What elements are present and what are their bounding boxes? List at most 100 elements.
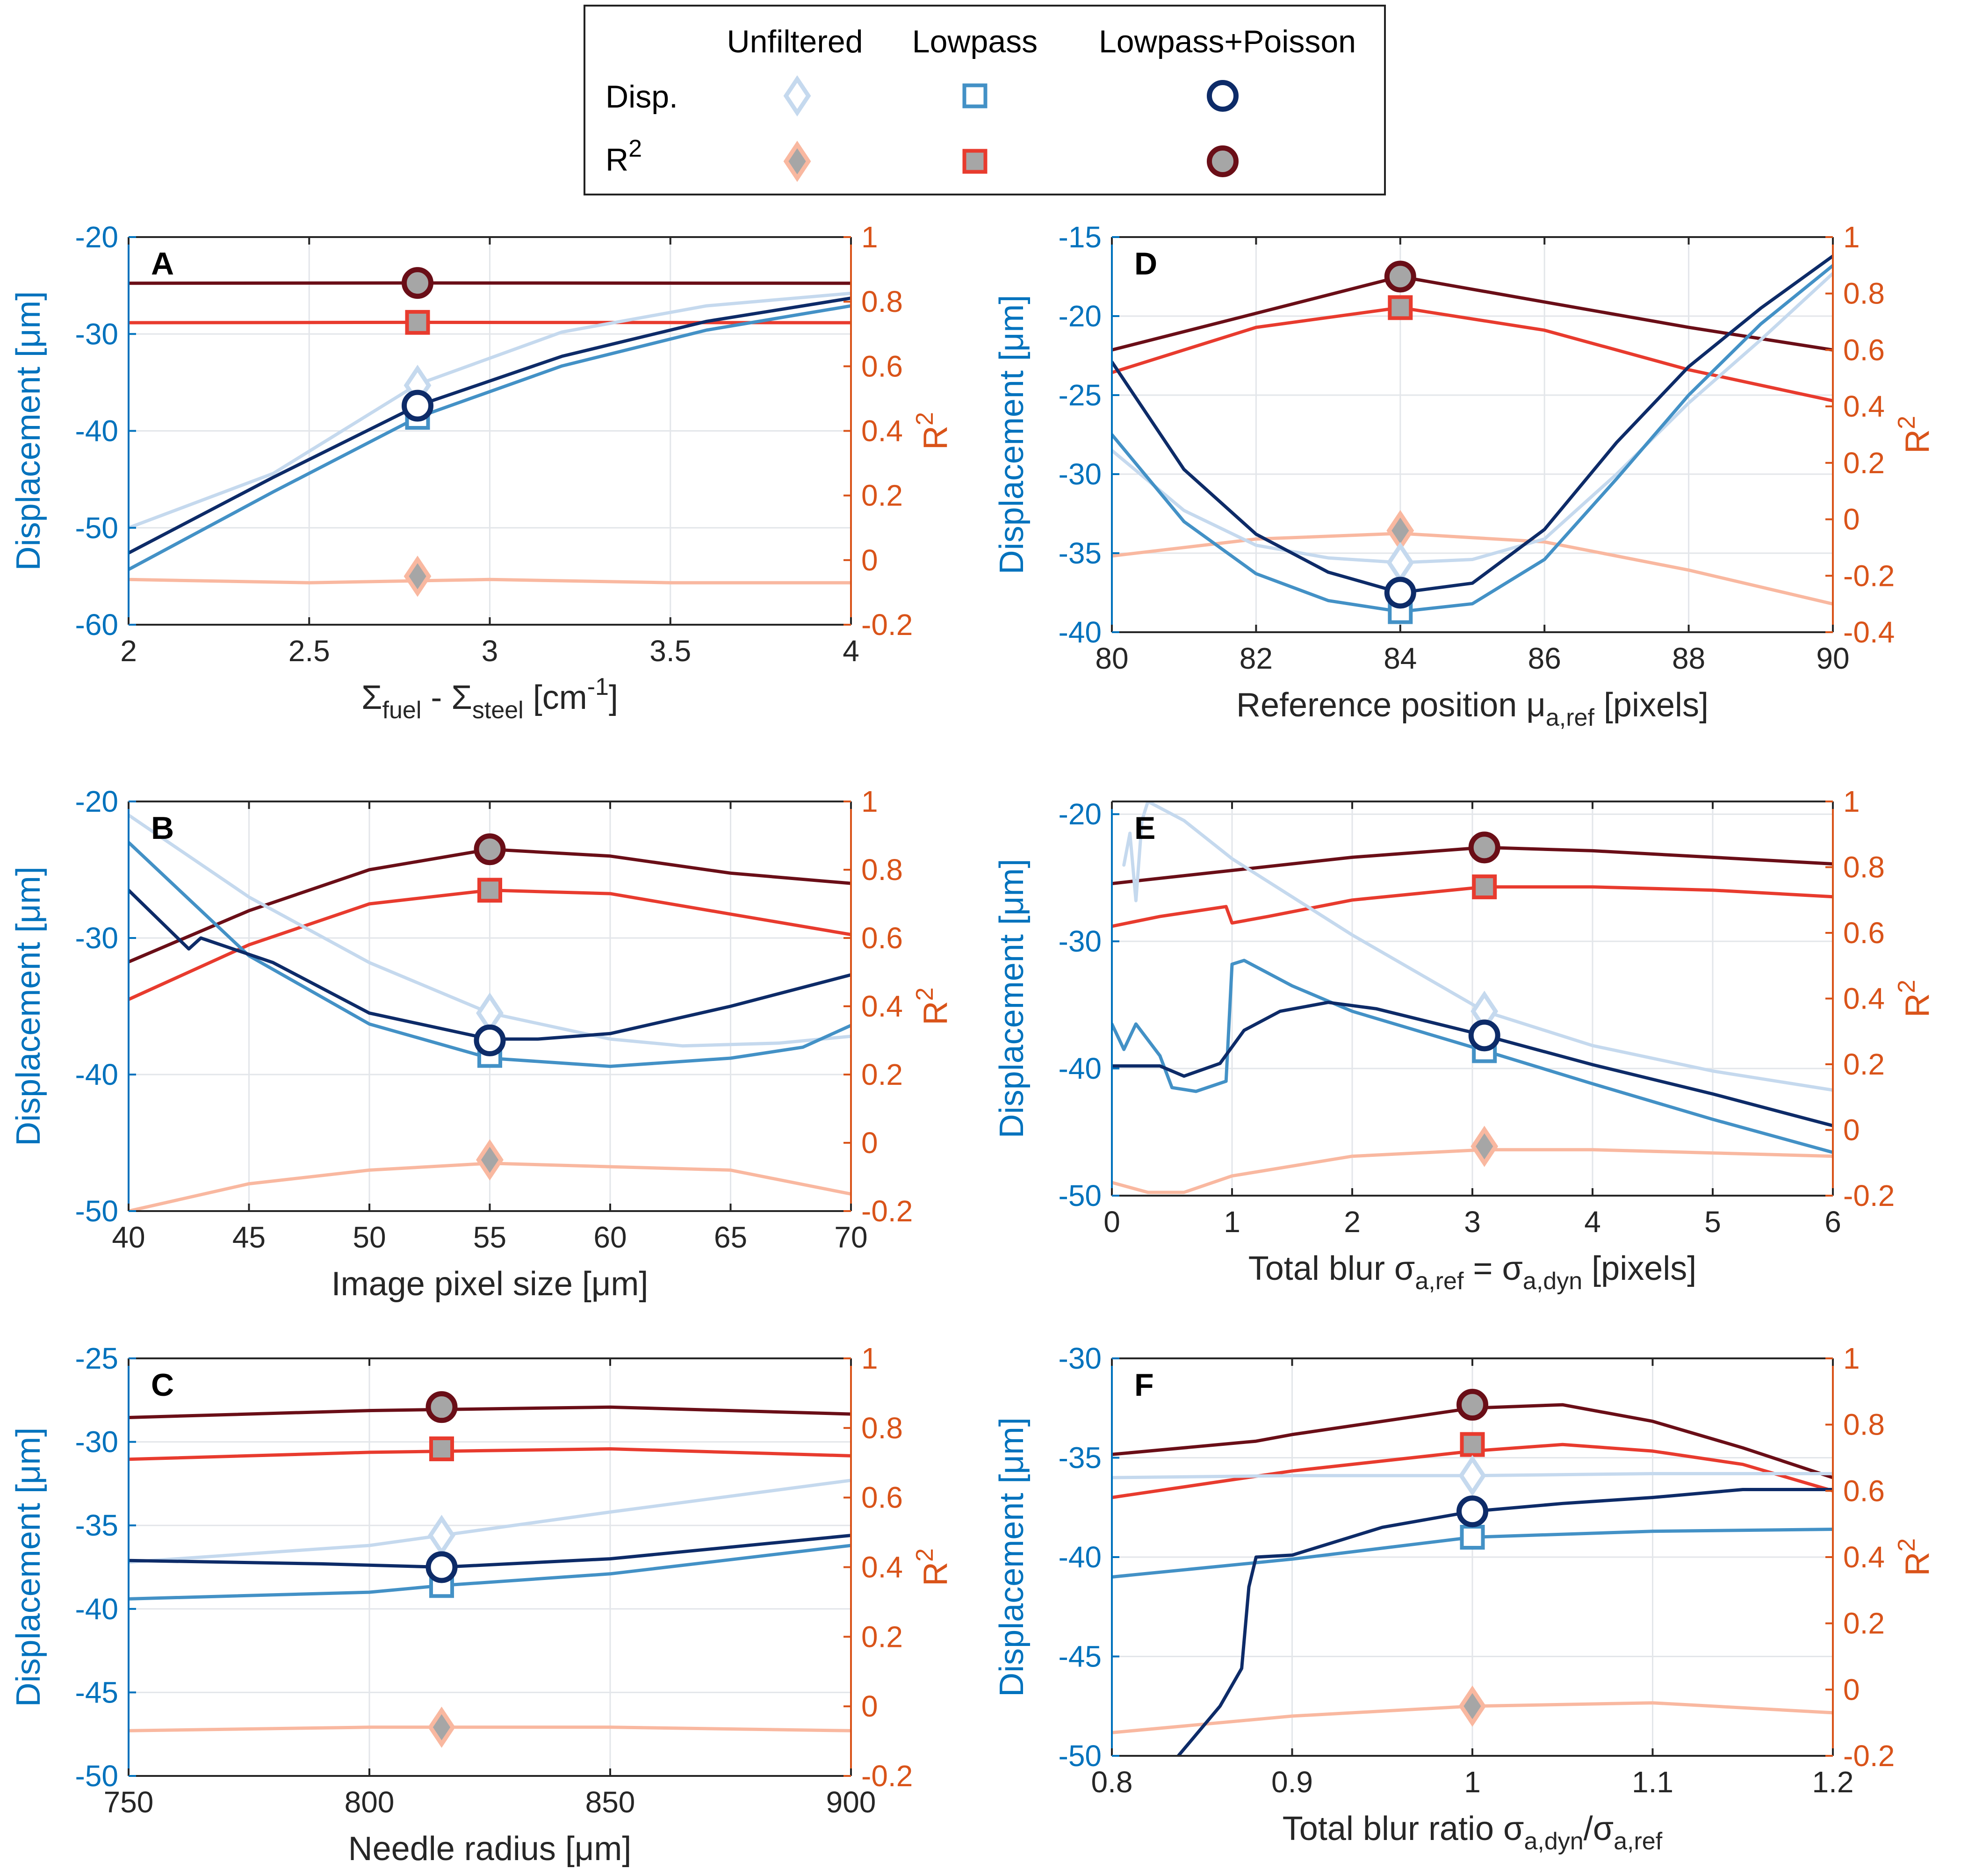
x-label-part: [pixels] bbox=[1582, 1250, 1696, 1287]
x-label-part: - bbox=[421, 679, 451, 716]
y-right-tick-label: -0.2 bbox=[1843, 1179, 1895, 1212]
y-right-label: R2 bbox=[1893, 980, 1936, 1017]
panel-e: 0 1 2 3 4 5 6 -50 -40 -30 -20 -0.2 0 0.2 0.4 0.6 0.8 1 E Di… bbox=[993, 785, 1936, 1295]
y-left-tick-label: -50 bbox=[1059, 1179, 1102, 1212]
marker-r2-poisson bbox=[474, 833, 506, 866]
y-right-label-base: R bbox=[917, 1001, 954, 1025]
series-line-disp-poisson bbox=[129, 296, 851, 555]
x-label: Needle radius [μm] bbox=[348, 1830, 632, 1868]
y-right-tick-label: 0 bbox=[1843, 503, 1860, 536]
markers bbox=[425, 1391, 458, 1748]
y-right-label-sup: 2 bbox=[1893, 980, 1920, 993]
x-tick-label: 1.2 bbox=[1812, 1765, 1854, 1799]
y-left-tick-label: -30 bbox=[1059, 457, 1102, 491]
legend-marker-r2-poisson bbox=[1207, 145, 1239, 177]
y-left-tick-label: -20 bbox=[75, 785, 119, 818]
x-label-part: = bbox=[1463, 1250, 1502, 1287]
x-tick-label: 88 bbox=[1672, 642, 1705, 675]
y-right-tick-label: 0.8 bbox=[861, 853, 903, 887]
axes: 2 2.5 3 3.5 4 -60 -50 -40 -30 -20 -0.2 0 0.2 0.4 0.6 0.… bbox=[75, 220, 913, 668]
y-right-tick-label: 0.4 bbox=[861, 1551, 903, 1584]
x-tick-label: 82 bbox=[1240, 642, 1273, 675]
x-tick-label: 1 bbox=[1224, 1205, 1240, 1239]
legend-marker-disp-lowpass bbox=[962, 83, 988, 108]
y-left-tick-label: -30 bbox=[1059, 924, 1102, 958]
y-right-label-sup: 2 bbox=[911, 988, 938, 1001]
x-label-sub: a,ref bbox=[1614, 1828, 1663, 1855]
legend-col-lowpass: Lowpass bbox=[912, 24, 1038, 59]
legend-marker-disp-unfiltered bbox=[783, 75, 811, 117]
panel-label: A bbox=[151, 246, 174, 281]
y-left-tick-label: -40 bbox=[1059, 1540, 1102, 1574]
marker-r2-lowpass bbox=[429, 1436, 454, 1461]
y-left-tick-label: -35 bbox=[75, 1508, 119, 1542]
y-right-label-base: R bbox=[1899, 429, 1936, 454]
x-tick-label: 50 bbox=[353, 1220, 386, 1254]
y-left-tick-label: -20 bbox=[1059, 299, 1102, 333]
marker-disp-poisson bbox=[1456, 1495, 1488, 1528]
legend: Unfiltered Lowpass Lowpass+Poisson Disp.… bbox=[584, 5, 1386, 195]
y-right-tick-label: 1 bbox=[861, 785, 878, 818]
x-label-part: Total blur ratio bbox=[1283, 1810, 1503, 1847]
y-left-tick-label: -30 bbox=[75, 921, 119, 955]
x-tick-label: 4 bbox=[1584, 1205, 1601, 1239]
y-left-tick-label: -30 bbox=[75, 317, 119, 351]
y-right-label-sup: 2 bbox=[911, 412, 938, 426]
marker-r2-poisson bbox=[425, 1391, 458, 1423]
marker-r2-lowpass bbox=[1460, 1432, 1485, 1457]
x-tick-label: 800 bbox=[345, 1785, 395, 1819]
legend-marker-r2-lowpass bbox=[962, 149, 988, 174]
x-tick-label: 3 bbox=[1464, 1205, 1481, 1239]
marker-r2-poisson bbox=[1456, 1389, 1488, 1421]
x-tick-label: 2.5 bbox=[288, 634, 330, 668]
panel-label: D bbox=[1134, 246, 1157, 281]
y-right-tick-label: 0.4 bbox=[1843, 390, 1885, 423]
x-label-part: Σ bbox=[451, 679, 472, 716]
x-label: Total blur ratio σa,dyn/σa,ref bbox=[1283, 1810, 1663, 1855]
y-right-tick-label: -0.2 bbox=[861, 1759, 913, 1793]
x-tick-label: 45 bbox=[232, 1220, 266, 1254]
y-right-tick-label: -0.2 bbox=[1843, 1739, 1895, 1773]
y-right-label-base: R bbox=[1899, 1551, 1936, 1576]
panel-label: C bbox=[151, 1367, 174, 1403]
y-right-tick-label: 0.4 bbox=[1843, 982, 1885, 1016]
series-line-r2-poisson bbox=[129, 1405, 851, 1419]
x-label-part: σ bbox=[1394, 1250, 1415, 1287]
x-tick-label: 60 bbox=[593, 1220, 627, 1254]
x-tick-label: 900 bbox=[826, 1785, 876, 1819]
marker-disp-poisson bbox=[474, 1025, 506, 1056]
markers bbox=[1456, 1389, 1488, 1727]
x-label-sub: fuel bbox=[382, 697, 422, 724]
x-tick-label: 65 bbox=[714, 1220, 747, 1254]
x-tick-label: 86 bbox=[1528, 642, 1561, 675]
y-right-tick-label: 0.8 bbox=[1843, 1408, 1885, 1442]
y-right-tick-label: -0.2 bbox=[861, 608, 913, 642]
x-label: Total blur σa,ref = σa,dyn [pixels] bbox=[1248, 1250, 1696, 1295]
y-left-tick-label: -40 bbox=[75, 414, 119, 448]
panel-label: E bbox=[1134, 810, 1155, 846]
y-right-tick-label: 0 bbox=[861, 1689, 878, 1723]
marker-r2-unfiltered bbox=[476, 1139, 504, 1181]
y-right-tick-label: 0.8 bbox=[861, 285, 903, 318]
y-left-tick-label: -50 bbox=[75, 1194, 119, 1228]
series-line-r2-unfiltered bbox=[129, 1725, 851, 1732]
y-right-label-sup: 2 bbox=[911, 1548, 938, 1562]
series-line-r2-unfiltered bbox=[129, 577, 851, 584]
marker-r2-unfiltered bbox=[428, 1706, 455, 1748]
series-line-disp-poisson bbox=[1112, 1001, 1833, 1127]
x-tick-label: 4 bbox=[843, 634, 859, 668]
series-line-disp-unfiltered bbox=[1112, 272, 1833, 564]
y-left-tick-label: -50 bbox=[75, 1759, 119, 1793]
series-line-r2-lowpass bbox=[1112, 306, 1833, 403]
grid bbox=[1112, 237, 1833, 632]
x-tick-label: 850 bbox=[585, 1785, 635, 1819]
y-right-tick-label: 1 bbox=[1843, 785, 1860, 818]
y-right-tick-label: 0.8 bbox=[1843, 277, 1885, 310]
y-left-tick-label: -20 bbox=[1059, 797, 1102, 831]
y-right-tick-label: 0.8 bbox=[861, 1411, 903, 1445]
y-right-label-base: R bbox=[917, 1562, 954, 1586]
series-line-disp-poisson bbox=[1176, 1488, 1833, 1756]
y-right-tick-label: -0.2 bbox=[861, 1194, 913, 1228]
legend-col-unfiltered: Unfiltered bbox=[727, 24, 863, 59]
axes: 40 45 50 55 60 65 70 -50 -40 -30 -20 -0.2 0 0.2 0.4 0.6… bbox=[75, 785, 913, 1254]
